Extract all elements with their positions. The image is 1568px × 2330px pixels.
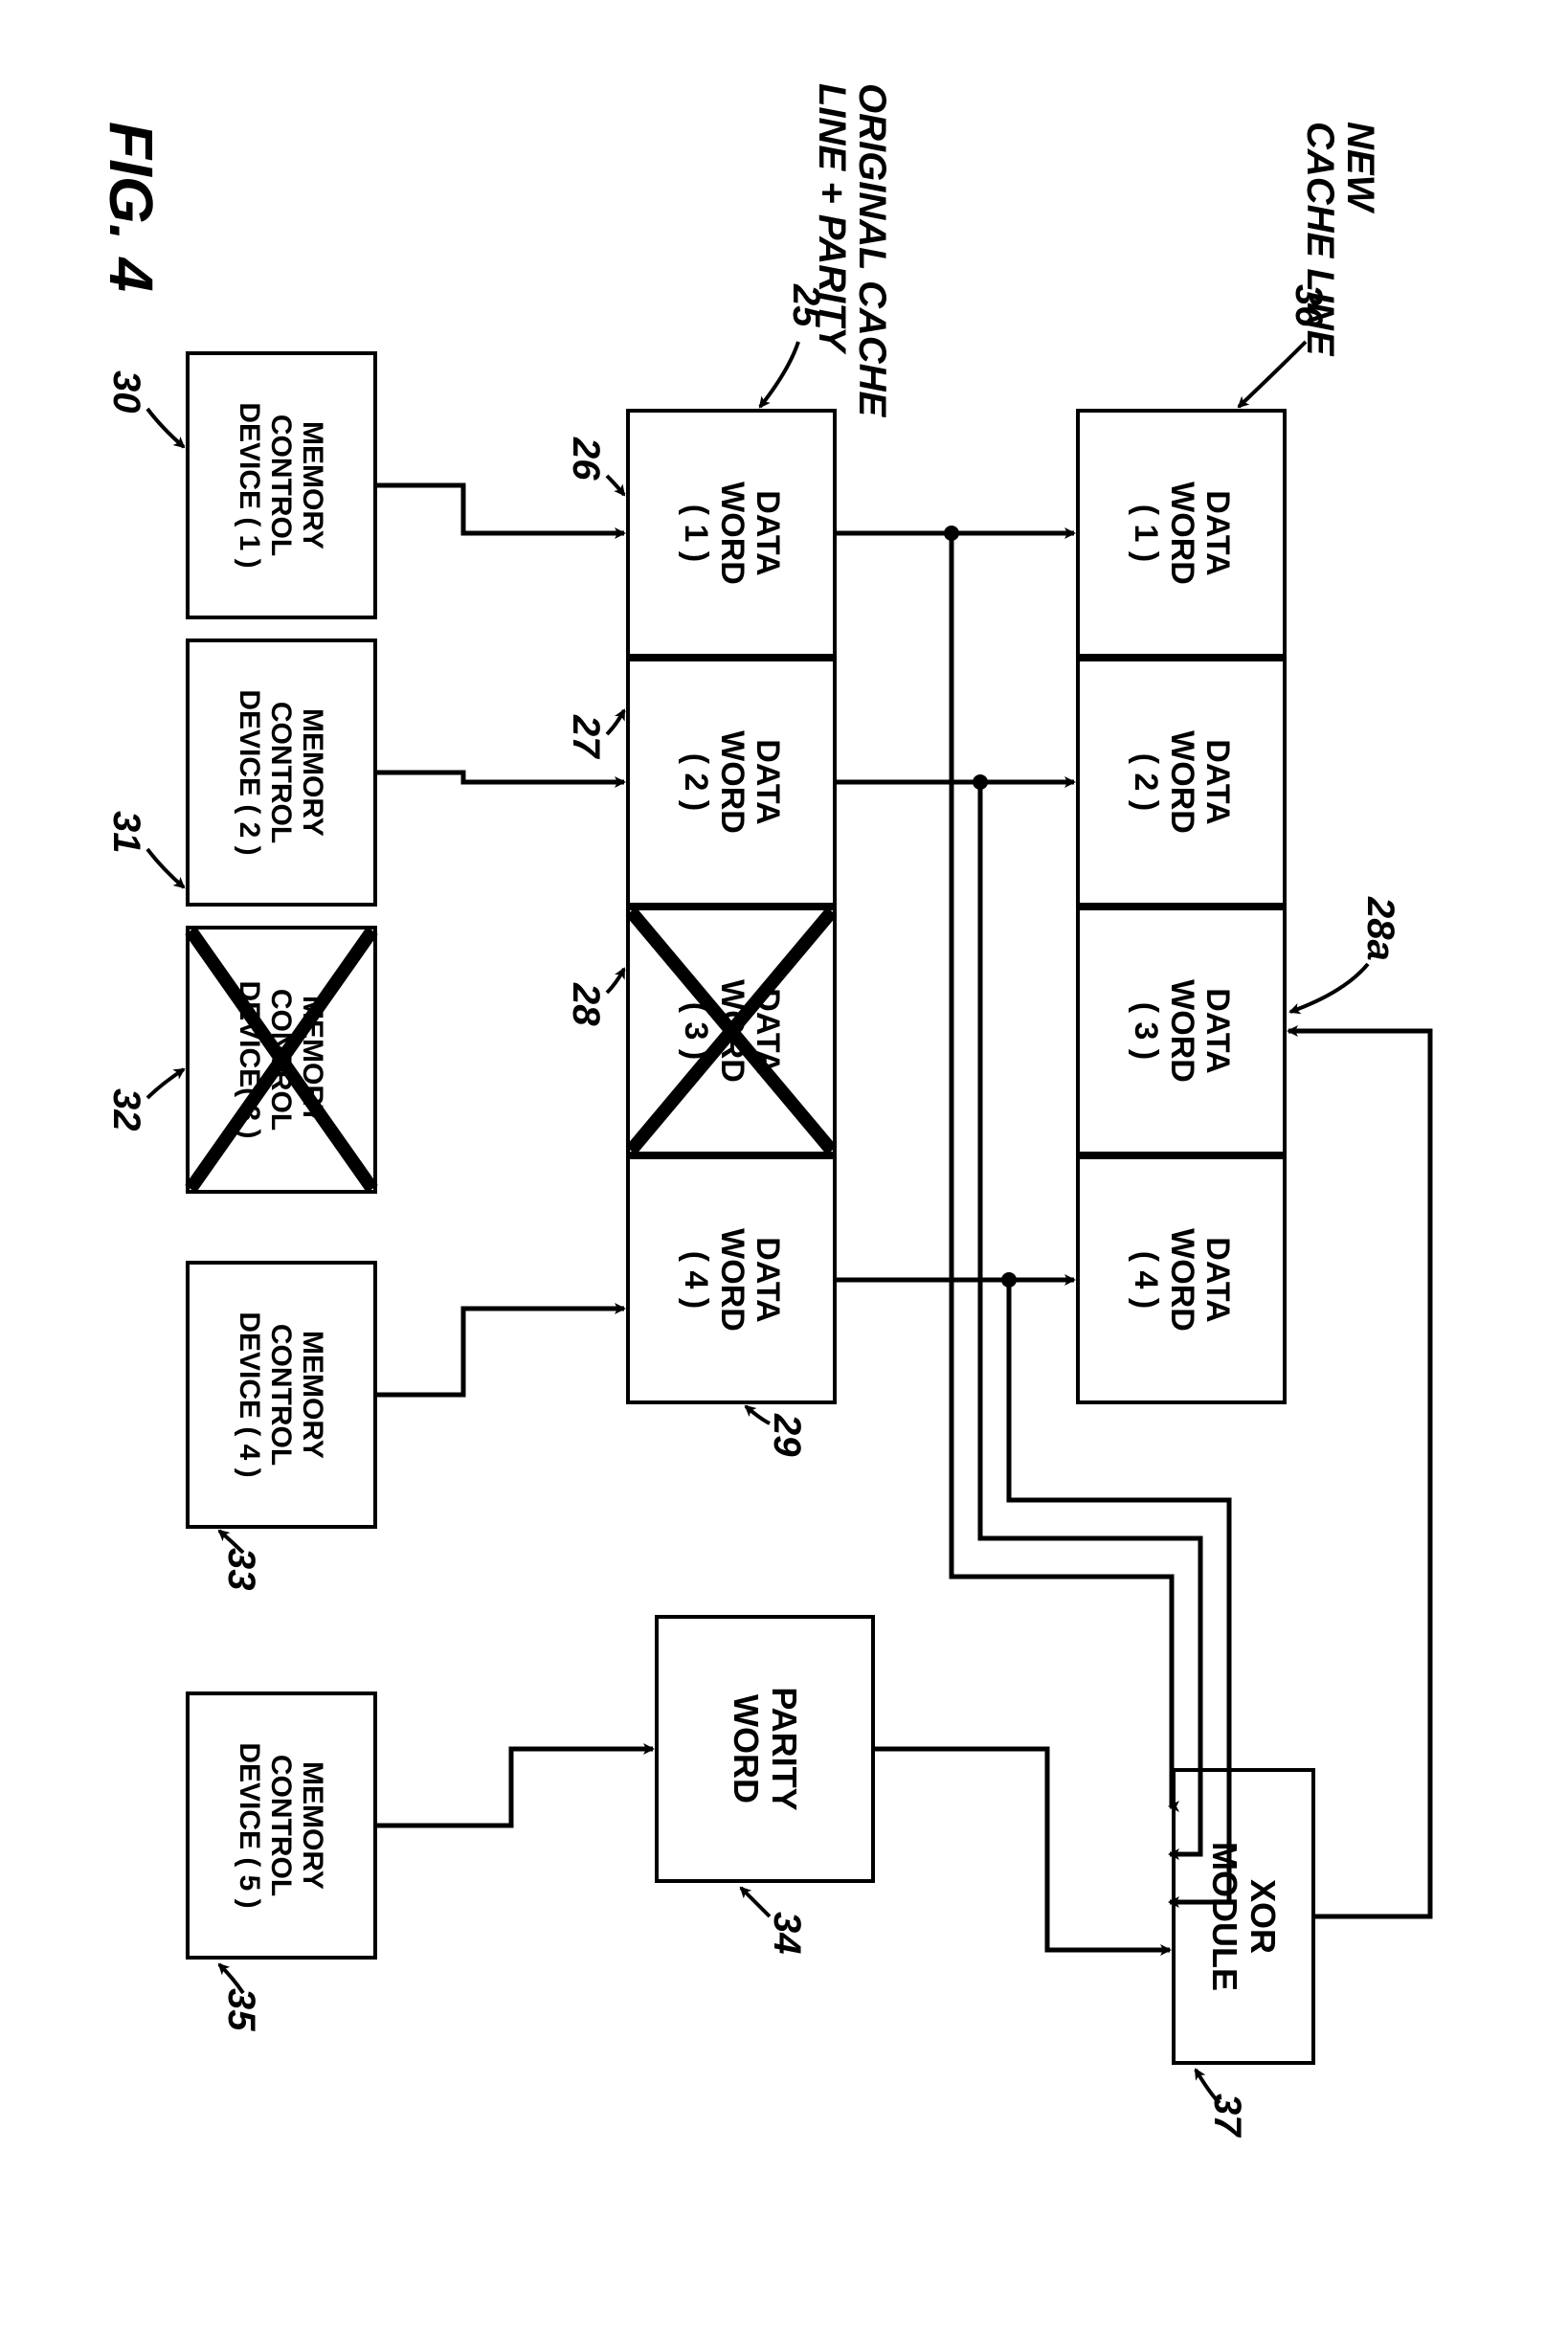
mcd3: MEMORY CONTROL DEVICE( 3 )	[186, 926, 377, 1194]
mcd5-text: MEMORY CONTROL DEVICE ( 5 )	[235, 1742, 329, 1908]
mcd2: MEMORY CONTROL DEVICE ( 2 )	[186, 639, 377, 907]
mcd1-text: MEMORY CONTROL DEVICE ( 1 )	[235, 402, 329, 568]
orig-dw1: DATA WORD ( 1 )	[626, 409, 837, 658]
mcd5: MEMORY CONTROL DEVICE ( 5 )	[186, 1691, 377, 1960]
ref-25: 25	[784, 284, 827, 327]
ref-27: 27	[564, 715, 607, 758]
mcd2-text: MEMORY CONTROL DEVICE ( 2 )	[235, 689, 329, 855]
new-dw3-text: DATA WORD ( 3 )	[1128, 979, 1235, 1083]
ref-30: 30	[104, 370, 147, 414]
mcd3-text: MEMORY CONTROL DEVICE( 3 )	[235, 980, 329, 1138]
orig-dw2: DATA WORD ( 2 )	[626, 658, 837, 907]
ref-33: 33	[219, 1548, 262, 1591]
new-dw2: DATA WORD ( 2 )	[1076, 658, 1287, 907]
orig-dw4: DATA WORD ( 4 )	[626, 1155, 837, 1404]
new-dw4: DATA WORD ( 4 )	[1076, 1155, 1287, 1404]
orig-dw1-text: DATA WORD ( 1 )	[678, 482, 785, 585]
orig-dw2-text: DATA WORD ( 2 )	[678, 730, 785, 834]
xor-module: XOR MODULE	[1172, 1768, 1315, 2065]
new-dw2-text: DATA WORD ( 2 )	[1128, 730, 1235, 834]
original-cache-label: ORIGINAL CACHE LINE + PARITY	[812, 83, 932, 416]
ref-26: 26	[564, 437, 607, 481]
mcd4-text: MEMORY CONTROL DEVICE ( 4 )	[235, 1311, 329, 1477]
xor-module-text: XOR MODULE	[1205, 1842, 1281, 1991]
orig-dw3-text: DATA WORD ( 3 )	[678, 979, 785, 1083]
ref-34: 34	[765, 1912, 808, 1955]
ref-29: 29	[765, 1414, 808, 1457]
diagram-canvas: DATA WORD ( 1 ) DATA WORD ( 2 ) DATA WOR…	[42, 64, 1526, 2266]
ref-28: 28	[564, 983, 607, 1026]
new-dw1-text: DATA WORD ( 1 )	[1128, 482, 1235, 585]
mcd4: MEMORY CONTROL DEVICE ( 4 )	[186, 1261, 377, 1529]
new-dw3: DATA WORD ( 3 )	[1076, 907, 1287, 1155]
parity-word-text: PARITY WORD	[727, 1687, 802, 1810]
original-cache-label-text: ORIGINAL CACHE LINE + PARITY	[811, 83, 893, 416]
new-dw4-text: DATA WORD ( 4 )	[1128, 1228, 1235, 1332]
orig-dw4-text: DATA WORD ( 4 )	[678, 1228, 785, 1332]
ref-28a: 28a	[1358, 897, 1401, 961]
ref-31: 31	[104, 811, 147, 854]
ref-32: 32	[104, 1088, 147, 1131]
new-dw1: DATA WORD ( 1 )	[1076, 409, 1287, 658]
mcd1: MEMORY CONTROL DEVICE ( 1 )	[186, 351, 377, 619]
orig-dw3: DATA WORD ( 3 )	[626, 907, 837, 1155]
parity-word: PARITY WORD	[655, 1615, 875, 1883]
ref-37: 37	[1205, 2094, 1248, 2137]
ref-35: 35	[219, 1988, 262, 2031]
ref-36: 36	[1287, 284, 1330, 327]
figure-label: FIG. 4	[96, 122, 167, 292]
